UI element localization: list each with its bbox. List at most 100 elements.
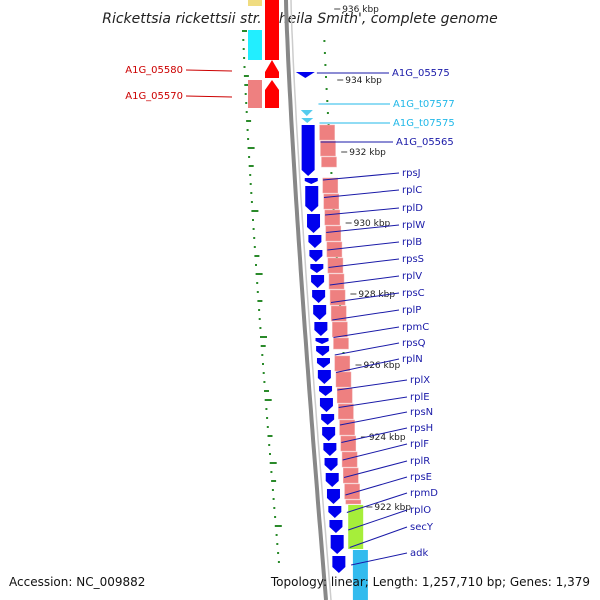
gc-mark <box>323 52 326 54</box>
leader-line <box>185 95 233 98</box>
gc-mark <box>246 120 252 122</box>
leader-line <box>328 258 400 268</box>
gene-label-right: rplR <box>410 456 430 467</box>
gene-forward <box>313 305 327 320</box>
gene-label-right: rpsE <box>410 472 432 483</box>
tick-label: 928 kbp <box>358 290 395 300</box>
gene-forward <box>295 72 315 78</box>
gene-label-right: rplB <box>402 237 422 248</box>
gene-label-right: rpsS <box>402 254 424 265</box>
map-title: Rickettsia rickettsii str. 'Sheila Smith… <box>102 11 498 27</box>
gc-mark <box>268 444 271 446</box>
gene-forward <box>324 458 338 471</box>
gene-forward <box>307 214 321 233</box>
accession-text: Accession: NC_009882 <box>9 575 145 589</box>
gc-mark <box>253 237 256 239</box>
gene-features <box>248 0 346 573</box>
gene-forward <box>304 178 318 184</box>
gene-forward <box>319 398 333 412</box>
similarity-block <box>321 156 337 168</box>
leader-line <box>185 69 233 72</box>
gene-label-right: A1G_t07577 <box>393 99 455 110</box>
leader-line <box>333 326 400 338</box>
gc-mark <box>244 93 247 95</box>
gene-label-right: rplV <box>402 271 422 282</box>
gene-label-right: rplD <box>402 203 423 214</box>
similarity-block <box>335 371 352 388</box>
gc-mark <box>269 462 277 464</box>
leader-line <box>322 172 400 181</box>
similarity-block <box>334 355 351 372</box>
gene-label-right: A1G_05565 <box>396 137 454 148</box>
gene-label-right: rplE <box>410 392 430 403</box>
gene-forward <box>311 275 325 288</box>
gene-reverse <box>248 0 262 6</box>
gc-mark <box>252 228 255 230</box>
similarity-block <box>341 451 358 468</box>
gc-mark <box>250 201 253 203</box>
similarity-block <box>327 257 344 274</box>
gc-mark <box>253 246 256 248</box>
gene-reverse <box>248 80 262 108</box>
gene-label-right: rplX <box>410 375 430 386</box>
gene-forward <box>305 186 319 212</box>
gc-mark <box>277 552 280 554</box>
gc-mark <box>245 111 248 113</box>
gene-forward <box>315 338 329 344</box>
gc-mark <box>243 57 246 59</box>
gc-mark <box>257 300 263 302</box>
gc-mark <box>276 543 279 545</box>
similarity-block <box>325 225 342 242</box>
tick-label: 932 kbp <box>349 148 386 158</box>
gc-mark <box>326 112 329 114</box>
gene-label-right: rpsN <box>410 407 433 418</box>
gene-forward <box>332 556 346 573</box>
gene-forward <box>310 264 324 273</box>
gc-mark <box>242 48 245 50</box>
similarity-block <box>324 209 341 226</box>
similarity-block <box>322 177 339 194</box>
gc-mark <box>247 138 250 140</box>
leader-line <box>346 492 408 513</box>
gc-mark <box>262 363 264 365</box>
leader-line <box>348 509 408 531</box>
gene-reverse <box>265 60 279 78</box>
gene-forward <box>321 414 335 425</box>
gene-forward <box>322 427 336 441</box>
gc-mark <box>325 76 327 78</box>
gc-mark <box>324 64 327 66</box>
gc-mark <box>261 354 264 356</box>
gc-mark <box>277 561 280 563</box>
gene-forward <box>326 489 340 504</box>
position-ticks: 936 kbp 934 kbp 932 kbp 930 kbp 928 kbp 926 k… <box>334 5 411 513</box>
gene-label-right: rpmC <box>402 322 429 333</box>
gc-mark <box>250 192 253 194</box>
similarity-block <box>345 499 362 505</box>
gc-mark <box>249 174 252 176</box>
gc-mark <box>258 318 261 320</box>
gc-mark <box>275 534 278 536</box>
gc-mark <box>256 291 259 293</box>
leader-line <box>334 342 400 356</box>
similarity-block <box>328 273 345 290</box>
gene-forward <box>317 370 331 384</box>
gene-forward <box>314 322 328 336</box>
tick-label: 926 kbp <box>363 361 400 371</box>
gc-mark <box>269 453 271 455</box>
gc-mark <box>243 75 249 77</box>
gene-forward <box>329 520 343 533</box>
leader-line <box>350 552 408 566</box>
gc-mark <box>248 156 251 158</box>
gc-mark <box>270 471 273 473</box>
gc-mark <box>272 498 275 500</box>
gc-mark <box>256 282 259 284</box>
gene-forward <box>323 443 337 456</box>
gc-mark <box>264 399 272 401</box>
leader-line <box>337 379 408 391</box>
gene-label-right: rpmD <box>410 488 438 499</box>
gc-mark <box>267 435 273 437</box>
leader-line <box>323 189 400 198</box>
gc-mark <box>271 489 274 491</box>
gc-mark <box>244 84 252 86</box>
gene-forward <box>316 346 330 356</box>
